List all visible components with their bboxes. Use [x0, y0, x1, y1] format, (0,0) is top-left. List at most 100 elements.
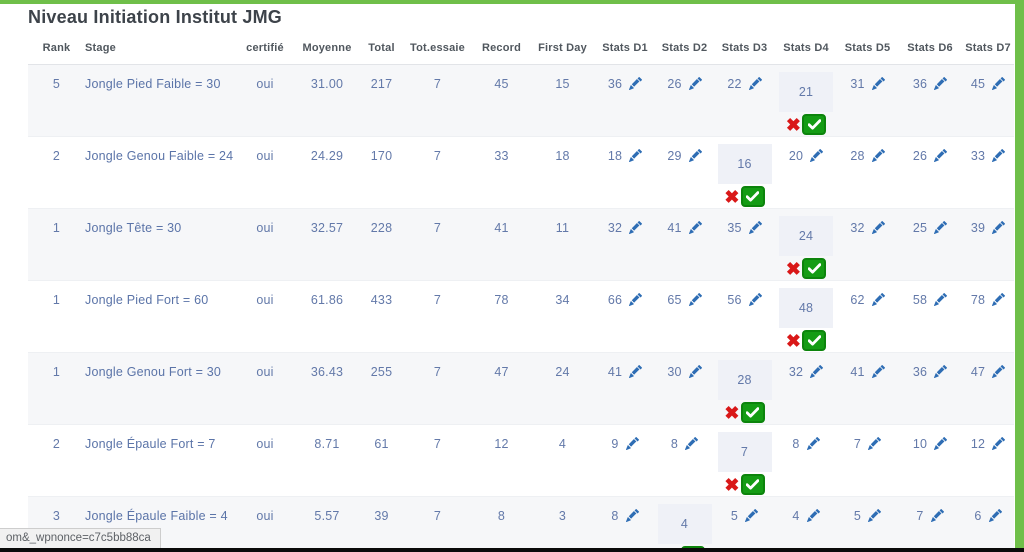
edit-stat-pencil-icon[interactable]	[934, 220, 948, 234]
stage-link[interactable]: Jongle Genou Faible = 24	[85, 149, 234, 163]
edit-stat-pencil-icon[interactable]	[629, 364, 643, 378]
certified-cell: oui	[256, 509, 274, 523]
edit-stat-pencil-icon[interactable]	[934, 292, 948, 306]
edit-stat-pencil-icon[interactable]	[934, 364, 948, 378]
edit-stat-pencil-icon[interactable]	[930, 508, 944, 522]
edit-stat-pencil-icon[interactable]	[810, 148, 824, 162]
confirm-edit-button[interactable]	[740, 402, 765, 423]
stats-d7-cell: 45	[962, 65, 1014, 137]
check-icon	[807, 119, 821, 130]
stage-link[interactable]: Jongle Tête = 30	[85, 221, 182, 235]
edit-stat-pencil-icon[interactable]	[992, 148, 1006, 162]
edit-stat-pencil-icon[interactable]	[992, 292, 1006, 306]
cancel-edit-icon[interactable]: ✖	[785, 258, 802, 279]
edit-stat-pencil-icon[interactable]	[810, 364, 824, 378]
stat-value: 78	[970, 293, 986, 307]
confirm-edit-button[interactable]	[802, 114, 827, 135]
confirm-edit-button[interactable]	[802, 258, 827, 279]
tot-essaie-cell: 7	[433, 437, 442, 451]
edit-stat-pencil-icon[interactable]	[988, 508, 1002, 522]
edit-stat-pencil-icon[interactable]	[871, 76, 885, 90]
stat-edit-widget: 24 ✖	[775, 216, 837, 279]
stage-link[interactable]: Jongle Épaule Faible = 4	[85, 509, 228, 523]
cancel-edit-icon[interactable]: ✖	[724, 474, 740, 495]
stage-link[interactable]: Jongle Pied Faible = 30	[85, 77, 221, 91]
stats-d1-cell: 32	[595, 209, 655, 281]
stat-edit-input[interactable]: 24	[779, 216, 833, 256]
edit-stat-pencil-icon[interactable]	[992, 364, 1006, 378]
cancel-edit-icon[interactable]: ✖	[785, 114, 802, 135]
edit-stat-pencil-icon[interactable]	[934, 436, 948, 450]
edit-stat-pencil-icon[interactable]	[871, 292, 885, 306]
stats-d2-cell: 29	[655, 137, 714, 209]
cancel-edit-icon[interactable]: ✖	[724, 186, 740, 207]
edit-stat-pencil-icon[interactable]	[748, 292, 762, 306]
record-cell: 45	[494, 77, 509, 91]
edit-stat-pencil-icon[interactable]	[625, 508, 639, 522]
confirm-edit-button[interactable]	[740, 474, 765, 495]
stats-d6-cell: 36	[898, 65, 962, 137]
edit-stat-pencil-icon[interactable]	[992, 76, 1006, 90]
stat-edit-widget: 28 ✖	[714, 360, 775, 423]
edit-stat-pencil-icon[interactable]	[625, 436, 639, 450]
edit-stat-pencil-icon[interactable]	[629, 220, 643, 234]
certified-cell: oui	[256, 293, 274, 307]
edit-stat-pencil-icon[interactable]	[868, 436, 882, 450]
stage-link[interactable]: Jongle Genou Fort = 30	[85, 365, 222, 379]
edit-stat-pencil-icon[interactable]	[688, 364, 702, 378]
cancel-edit-icon[interactable]: ✖	[724, 402, 740, 423]
stats-d3-cell: 56	[714, 281, 775, 353]
stat-value: 31	[850, 77, 865, 91]
edit-stat-pencil-icon[interactable]	[806, 436, 820, 450]
certified-cell: oui	[256, 221, 274, 235]
stats-d7-cell: 39	[962, 209, 1014, 281]
moyenne-cell: 32.57	[310, 221, 344, 235]
edit-stat-pencil-icon[interactable]	[992, 436, 1006, 450]
stat-value: 26	[912, 149, 928, 163]
edit-stat-pencil-icon[interactable]	[992, 220, 1006, 234]
stat-value: 10	[912, 437, 928, 451]
edit-stat-pencil-icon[interactable]	[871, 148, 885, 162]
cancel-edit-icon[interactable]: ✖	[785, 330, 802, 351]
edit-stat-pencil-icon[interactable]	[688, 220, 702, 234]
stage-link[interactable]: Jongle Pied Fort = 60	[85, 293, 209, 307]
edit-stat-pencil-icon[interactable]	[688, 76, 702, 90]
edit-stat-pencil-icon[interactable]	[748, 76, 762, 90]
stats-d1-cell: 8	[595, 497, 655, 552]
edit-stat-pencil-icon[interactable]	[868, 508, 882, 522]
edit-stat-pencil-icon[interactable]	[806, 508, 820, 522]
stat-edit-input[interactable]: 7	[717, 432, 772, 472]
edit-actions: ✖	[724, 186, 765, 207]
top-accent-bar	[0, 0, 1024, 4]
stat-edit-input[interactable]: 28	[717, 360, 772, 400]
stats-d2-cell: 65	[655, 281, 714, 353]
tot-essaie-cell: 7	[433, 77, 442, 91]
stat-edit-input[interactable]: 21	[779, 72, 833, 112]
confirm-edit-button[interactable]	[802, 330, 827, 351]
edit-stat-pencil-icon[interactable]	[934, 76, 948, 90]
stage-link[interactable]: Jongle Épaule Fort = 7	[85, 437, 216, 451]
edit-stat-pencil-icon[interactable]	[629, 76, 643, 90]
certified-cell: oui	[256, 365, 274, 379]
edit-stat-pencil-icon[interactable]	[629, 292, 643, 306]
column-header-stats-d4: Stats D4	[775, 36, 837, 65]
edit-stat-pencil-icon[interactable]	[688, 148, 702, 162]
edit-stat-pencil-icon[interactable]	[688, 292, 702, 306]
stat-value: 9	[611, 437, 619, 451]
edit-stat-pencil-icon[interactable]	[871, 220, 885, 234]
edit-stat-pencil-icon[interactable]	[629, 148, 643, 162]
edit-stat-pencil-icon[interactable]	[871, 364, 885, 378]
column-header-moyenne: Moyenne	[293, 36, 361, 65]
total-cell: 61	[374, 437, 389, 451]
edit-stat-pencil-icon[interactable]	[685, 436, 699, 450]
edit-stat-pencil-icon[interactable]	[748, 220, 762, 234]
edit-stat-pencil-icon[interactable]	[934, 148, 948, 162]
stat-value: 36	[912, 77, 928, 91]
stat-edit-input[interactable]: 4	[657, 504, 712, 544]
stat-edit-input[interactable]: 48	[779, 288, 833, 328]
stage-cell: Jongle Genou Faible = 24	[85, 137, 237, 209]
stat-edit-input[interactable]: 16	[717, 144, 772, 184]
edit-stat-pencil-icon[interactable]	[745, 508, 759, 522]
confirm-edit-button[interactable]	[740, 186, 765, 207]
stats-d6-cell: 58	[898, 281, 962, 353]
